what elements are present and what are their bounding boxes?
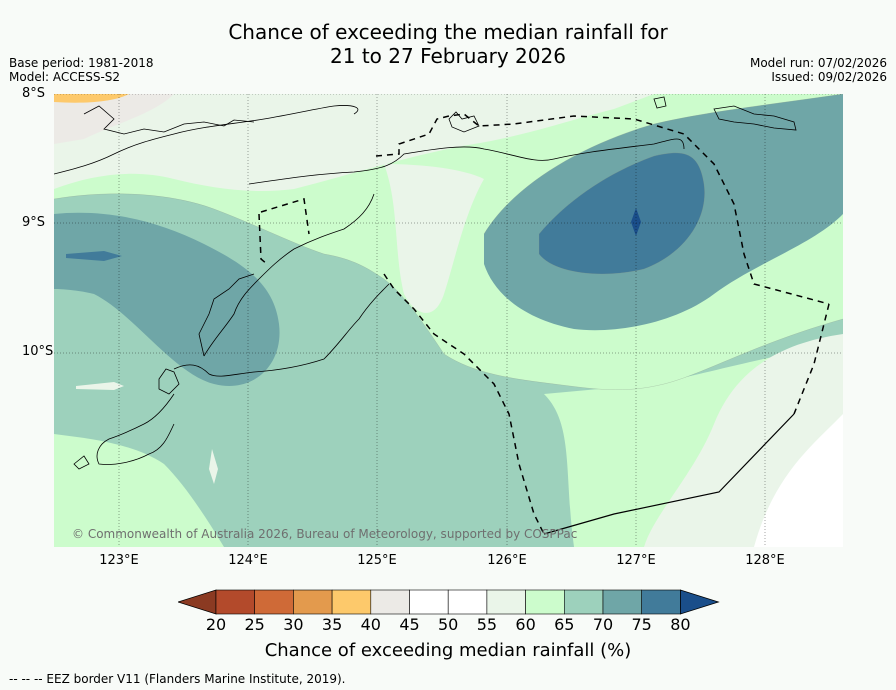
lon-label-123e: 123°E — [99, 553, 139, 568]
colorbar-segment — [525, 589, 565, 615]
colorbar-tick-label: 30 — [283, 615, 304, 634]
patch-light-south — [209, 449, 218, 484]
colorbar-segment — [486, 589, 526, 615]
lon-label-124e: 124°E — [228, 553, 268, 568]
patch-light-west — [76, 382, 124, 390]
meta-right: Model run: 07/02/2026 Issued: 09/02/2026 — [750, 56, 887, 84]
title-line-1: Chance of exceeding the median rainfall … — [228, 20, 668, 44]
colorbar-segment — [254, 589, 294, 615]
chart-title: Chance of exceeding the median rainfall … — [0, 20, 896, 68]
band-50-55-east — [754, 414, 843, 547]
colorbar-extend-low — [178, 589, 217, 615]
colorbar-tick-label: 45 — [399, 615, 420, 634]
colorbar-tick-label: 60 — [515, 615, 536, 634]
colorbar-tick-label: 40 — [360, 615, 381, 634]
meta-left: Base period: 1981-2018 Model: ACCESS-S2 — [9, 56, 154, 84]
colorbar-segment — [641, 589, 681, 615]
colorbar-label: Chance of exceeding median rainfall (%) — [264, 640, 632, 661]
colorbar-segment — [563, 589, 604, 615]
lon-label-125e: 125°E — [357, 553, 397, 568]
copyright-text: © Commonwealth of Australia 2026, Bureau… — [72, 527, 578, 541]
colorbar-segment — [293, 589, 333, 615]
lat-label-10s: 10°S — [22, 344, 54, 359]
eez-legend: -- -- -- EEZ border V11 (Flanders Marine… — [9, 672, 346, 686]
colorbar-segment — [409, 589, 449, 615]
band-35-40 — [54, 94, 129, 103]
title-line-2: 21 to 27 February 2026 — [330, 44, 566, 68]
colorbar-segment — [370, 589, 410, 615]
coastline — [54, 96, 797, 470]
colorbar-tick-label: 55 — [476, 615, 498, 634]
colorbar-segment — [602, 589, 643, 615]
lon-label-128e: 128°E — [745, 553, 785, 568]
band-55-60-central — [384, 164, 484, 313]
colorbar-tick-label: 70 — [592, 615, 614, 634]
colorbar-tick-label: 50 — [438, 615, 459, 634]
band-55-60-north — [54, 94, 654, 191]
colorbar-tick-label: 35 — [321, 615, 343, 634]
model-run: Model run: 07/02/2026 — [749, 56, 887, 70]
lon-label-127e: 127°E — [616, 553, 656, 568]
lat-label-8s: 8°S — [22, 86, 46, 101]
colorbar-tick-label: 75 — [631, 615, 652, 634]
colorbar-tick-label: 25 — [244, 615, 265, 634]
colorbar — [178, 589, 720, 615]
model-name: Model: ACCESS-S2 — [9, 70, 121, 84]
colorbar-tick-label: 80 — [670, 615, 691, 634]
colorbar-tick-label: 20 — [205, 615, 227, 634]
band-75-80-west — [66, 251, 122, 261]
eez-border — [258, 113, 830, 535]
band-75-80-east — [539, 152, 705, 274]
issued-date: Issued: 09/02/2026 — [771, 70, 887, 84]
rainfall-map — [54, 94, 843, 547]
band-80-plus — [631, 208, 641, 236]
eez-solid-segment — [543, 413, 795, 535]
lat-label-9s: 9°S — [22, 215, 46, 230]
colorbar-segment — [331, 589, 372, 615]
colorbar-segment — [215, 589, 256, 615]
band-60-65-southwest — [54, 434, 224, 547]
colorbar-segment — [447, 589, 488, 615]
colorbar-extend-high — [679, 589, 720, 615]
colorbar-tick-label: 65 — [554, 615, 575, 634]
gridlines — [54, 94, 843, 547]
base-period: Base period: 1981-2018 — [9, 56, 154, 70]
lon-label-126e: 126°E — [487, 553, 527, 568]
